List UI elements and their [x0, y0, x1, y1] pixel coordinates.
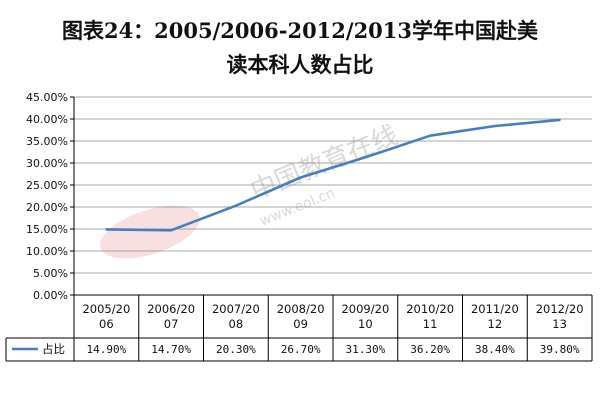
table-value-cell: 14.70%: [151, 343, 191, 356]
x-category-label-line1: 2012/20: [536, 302, 584, 316]
x-category-label-line1: 2007/20: [212, 302, 260, 316]
y-tick-label: 30.00%: [26, 157, 68, 170]
x-category-label-line1: 2005/20: [82, 302, 130, 316]
watermark-logo: [100, 205, 200, 259]
x-category-label-line2: 10: [358, 317, 373, 331]
data-point: [558, 118, 561, 122]
data-point: [493, 124, 497, 128]
y-tick-label: 0.00%: [33, 289, 68, 302]
y-tick-label: 40.00%: [26, 113, 68, 126]
y-tick-label: 15.00%: [26, 223, 68, 236]
legend-series-label: 占比: [42, 342, 65, 356]
table-value-cell: 39.80%: [540, 343, 580, 356]
chart-title-line-2: 读本科人数占比: [226, 52, 374, 77]
x-category-label-line2: 09: [293, 317, 308, 331]
y-tick-label: 45.00%: [26, 91, 68, 104]
table-value-cell: 36.20%: [410, 343, 450, 356]
x-category-label-line2: 13: [552, 317, 567, 331]
data-point: [169, 229, 173, 232]
x-category-label-line1: 2010/20: [406, 302, 454, 316]
data-point: [299, 176, 302, 179]
x-category-label-line1: 2011/20: [471, 302, 519, 316]
table-value-cell: 14.90%: [87, 343, 127, 356]
x-category-label-line2: 07: [164, 317, 179, 331]
series-line: [106, 118, 560, 232]
x-category-label-line2: 06: [99, 317, 114, 331]
table-value-cell: 26.70%: [281, 343, 321, 356]
x-category-label-line1: 2006/20: [147, 302, 195, 316]
table-value-cell: 31.30%: [346, 343, 386, 356]
chart-title-line-1: 图表24：2005/2006-2012/2013学年中国赴美: [61, 18, 539, 43]
x-category-label-line2: 12: [488, 317, 503, 331]
y-tick-label: 25.00%: [26, 179, 68, 192]
y-tick-label: 20.00%: [26, 201, 68, 214]
data-point: [234, 204, 238, 207]
data-point: [428, 134, 432, 137]
table-value-cell: 38.40%: [475, 343, 515, 356]
data-point: [364, 156, 367, 159]
y-tick-label: 10.00%: [26, 245, 68, 258]
table-value-cell: 20.30%: [216, 343, 256, 356]
y-tick-label: 35.00%: [26, 135, 68, 148]
y-tick-label: 5.00%: [33, 267, 68, 280]
x-category-label-line1: 2009/20: [341, 302, 389, 316]
data-point: [105, 228, 108, 231]
x-category-label-line1: 2008/20: [277, 302, 325, 316]
x-category-label-line2: 11: [423, 317, 438, 331]
x-category-label-line2: 08: [229, 317, 244, 331]
